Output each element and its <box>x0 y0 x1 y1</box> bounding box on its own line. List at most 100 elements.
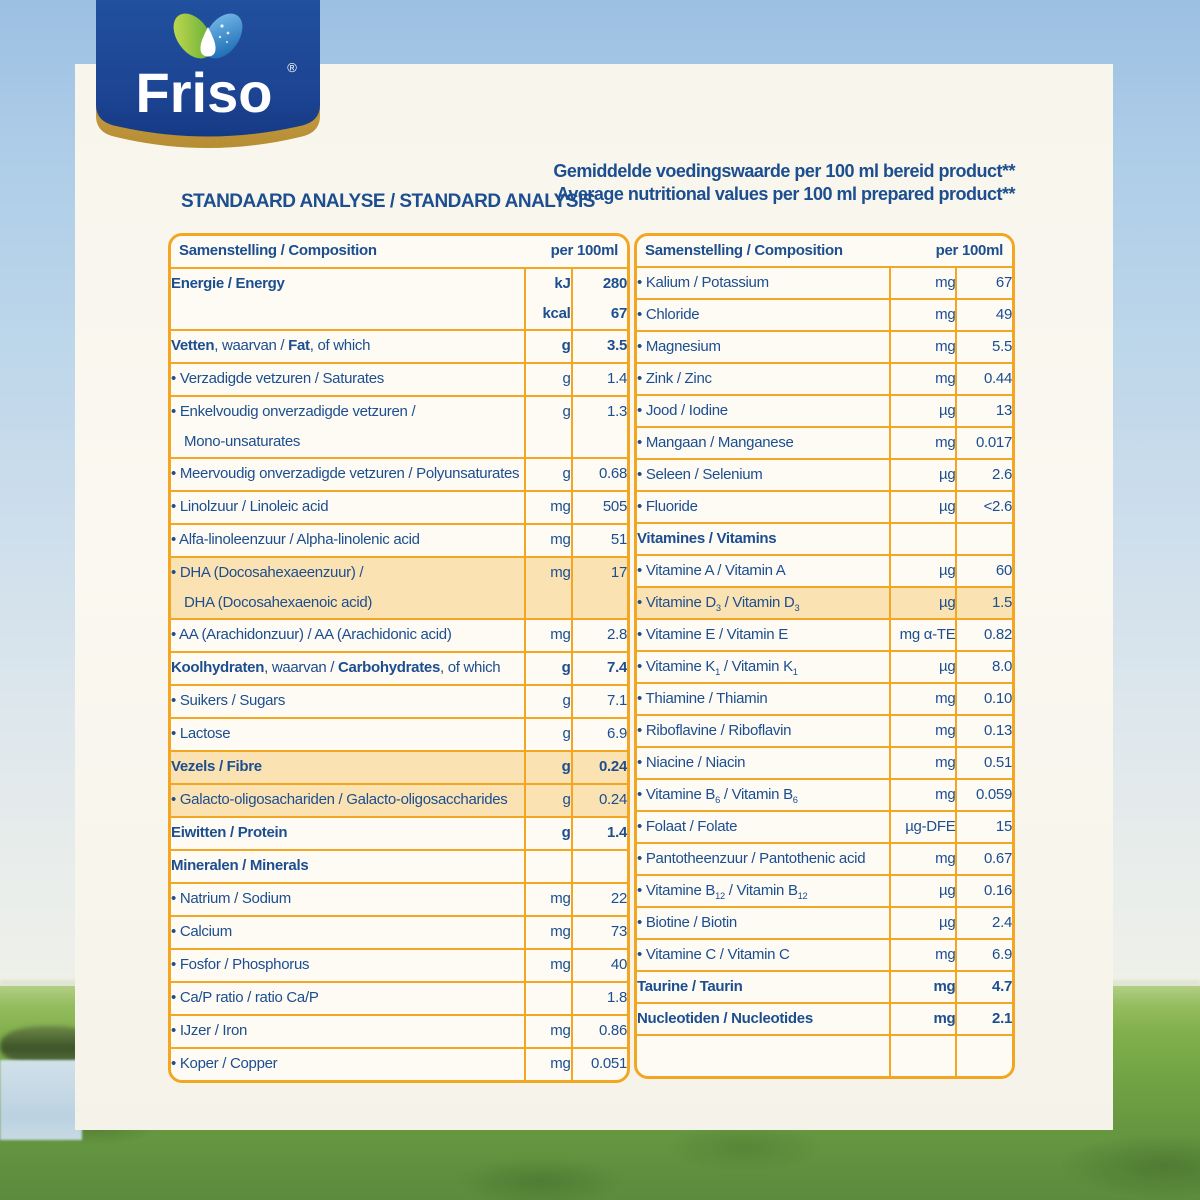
table-row: • Thiamine / Thiamin mg 0.10 <box>637 684 1012 716</box>
composition-table-left: Samenstelling / Composition per 100ml Ener… <box>168 233 630 1083</box>
unit-cell: mg <box>890 780 958 812</box>
table-row: Energie / Energy kJ kcal 280 67 <box>171 269 627 331</box>
value-cell: 0.059 <box>957 780 1012 812</box>
unit-cell: µg <box>890 588 958 620</box>
average-values-note-en: Average nutritional values per 100 ml pr… <box>556 184 1016 204</box>
table-row: Vetten, waarvan / Fat, of which g 3.5 <box>171 331 627 364</box>
analysis-title: STANDAARD ANALYSE / STANDARD ANALYSIS <box>181 191 595 212</box>
unit-cell: kJ kcal <box>526 269 573 331</box>
nutrient-name-cell: • Linolzuur / Linoleic acid <box>171 492 527 525</box>
value-cell: 1.8 <box>572 983 627 1016</box>
value-cell: 0.051 <box>572 1049 627 1080</box>
table-row: • Enkelvoudig onverzadigde vetzuren / Mon… <box>171 397 627 459</box>
unit-cell: mg <box>526 558 573 620</box>
value-cell: 67 <box>957 268 1012 300</box>
composition-table-right: Samenstelling / Composition per 100ml • Ka… <box>634 233 1015 1079</box>
unit-cell: mg <box>890 428 958 460</box>
unit-cell: mg <box>890 716 958 748</box>
unit-cell: mg <box>890 300 958 332</box>
nutrient-name-cell: • Chloride <box>637 300 891 332</box>
table-row: • Suikers / Sugars g 7.1 <box>171 686 627 719</box>
value-cell: 1.4 <box>572 818 627 851</box>
unit-cell: µg <box>890 876 958 908</box>
nutrient-name-cell: • Riboflavine / Riboflavin <box>637 716 891 748</box>
table-header-composition: Samenstelling / Composition <box>171 236 527 269</box>
table-header-row: Samenstelling / Composition per 100ml <box>637 236 1012 268</box>
nutrient-name-cell: • Vitamine B6 / Vitamin B6 <box>637 780 891 812</box>
nutrient-name-cell: • Mangaan / Manganese <box>637 428 891 460</box>
nutrient-name-cell: • Thiamine / Thiamin <box>637 684 891 716</box>
nutrient-name-cell: • Alfa-linoleenzuur / Alpha-linolenic ac… <box>171 525 527 558</box>
unit-cell: µg-DFE <box>890 812 958 844</box>
unit-cell: µg <box>890 492 958 524</box>
table-row: • Fosfor / Phosphorus mg 40 <box>171 950 627 983</box>
nutrient-name-cell: • DHA (Docosahexaeenzuur) / DHA (Docosahe… <box>171 558 527 620</box>
value-cell: 7.1 <box>572 686 627 719</box>
nutrient-name-cell: • Jood / Iodine <box>637 396 891 428</box>
table-row: • Linolzuur / Linoleic acid mg 505 <box>171 492 627 525</box>
unit-cell <box>526 851 573 884</box>
value-cell: 0.68 <box>572 459 627 492</box>
table-header-per100ml: per 100ml <box>526 236 627 269</box>
table-row: • Chloride mg 49 <box>637 300 1012 332</box>
table-row: • Biotine / Biotin µg 2.4 <box>637 908 1012 940</box>
table-header-composition: Samenstelling / Composition <box>637 236 891 268</box>
value-cell: 0.24 <box>572 785 627 818</box>
table-row: • IJzer / Iron mg 0.86 <box>171 1016 627 1049</box>
nutrient-name-cell: Vetten, waarvan / Fat, of which <box>171 331 527 364</box>
nutrient-name-cell: • IJzer / Iron <box>171 1016 527 1049</box>
value-cell: 0.67 <box>957 844 1012 876</box>
nutrient-name-cell: Mineralen / Minerals <box>171 851 527 884</box>
nutrient-name-cell <box>637 1036 891 1076</box>
nutrient-name-cell: • Galacto-oligosachariden / Galacto-olig… <box>171 785 527 818</box>
value-cell: 1.3 <box>572 397 627 459</box>
unit-cell: mg <box>890 972 958 1004</box>
nutrient-name-cell: • Meervoudig onverzadigde vetzuren / Pol… <box>171 459 527 492</box>
unit-cell: mg <box>526 492 573 525</box>
value-cell: 0.16 <box>957 876 1012 908</box>
value-cell: 0.13 <box>957 716 1012 748</box>
value-cell: 0.82 <box>957 620 1012 652</box>
unit-cell: mg <box>890 748 958 780</box>
value-cell: 4.7 <box>957 972 1012 1004</box>
table-row: • Verzadigde vetzuren / Saturates g 1.4 <box>171 364 627 397</box>
nutrient-name-cell: • Biotine / Biotin <box>637 908 891 940</box>
unit-cell: g <box>526 785 573 818</box>
value-cell: 2.4 <box>957 908 1012 940</box>
table-row: • Vitamine B12 / Vitamin B12 µg 0.16 <box>637 876 1012 908</box>
table-row: Nucleotiden / Nucleotides mg 2.1 <box>637 1004 1012 1036</box>
value-cell: 1.5 <box>957 588 1012 620</box>
nutrient-name-cell: • Suikers / Sugars <box>171 686 527 719</box>
unit-cell: mg <box>526 1049 573 1080</box>
unit-cell: mg <box>890 940 958 972</box>
value-cell: 2.8 <box>572 620 627 653</box>
nutrient-name-cell: • Vitamine D3 / Vitamin D3 <box>637 588 891 620</box>
table-row: • DHA (Docosahexaeenzuur) / DHA (Docosahe… <box>171 558 627 620</box>
table-row: Vezels / Fibre g 0.24 <box>171 752 627 785</box>
value-cell <box>957 524 1012 556</box>
value-cell: 0.51 <box>957 748 1012 780</box>
unit-cell: µg <box>890 908 958 940</box>
table-row: • Vitamine K1 / Vitamin K1 µg 8.0 <box>637 652 1012 684</box>
table-row: • Ca/P ratio / ratio Ca/P 1.8 <box>171 983 627 1016</box>
nutrient-name-cell: • Seleen / Selenium <box>637 460 891 492</box>
value-cell: 3.5 <box>572 331 627 364</box>
value-cell: 22 <box>572 884 627 917</box>
unit-cell: µg <box>890 556 958 588</box>
table-row: • Folaat / Folate µg-DFE 15 <box>637 812 1012 844</box>
unit-cell: mg <box>526 525 573 558</box>
table-row: • Natrium / Sodium mg 22 <box>171 884 627 917</box>
nutrient-name-cell: • Niacine / Niacin <box>637 748 891 780</box>
nutrient-name-cell: • Kalium / Potassium <box>637 268 891 300</box>
table-row: • Koper / Copper mg 0.051 <box>171 1049 627 1080</box>
nutrient-name-cell: • Vitamine E / Vitamin E <box>637 620 891 652</box>
unit-cell: g <box>526 459 573 492</box>
table-row: • Kalium / Potassium mg 67 <box>637 268 1012 300</box>
unit-cell: g <box>526 686 573 719</box>
value-cell: 40 <box>572 950 627 983</box>
table-header-per100ml: per 100ml <box>890 236 1012 268</box>
table-row <box>637 1036 1012 1076</box>
